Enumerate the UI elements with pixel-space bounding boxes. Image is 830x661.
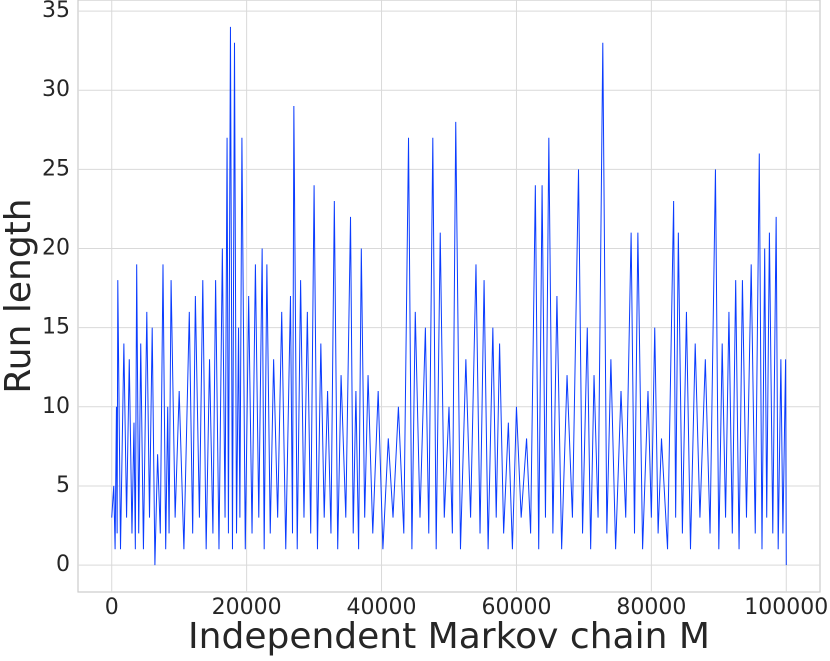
x-tick-label: 100000 [744,595,828,620]
y-tick-label: 15 [42,315,70,340]
y-tick-label: 0 [56,552,70,577]
plot-area [77,0,821,593]
y-tick-label: 25 [42,156,70,181]
y-tick-label: 5 [56,473,70,498]
x-tick-label: 40000 [347,595,417,620]
y-tick-label: 20 [42,236,70,261]
data-line [111,26,787,566]
y-tick-label: 30 [42,77,70,102]
x-tick-label: 0 [105,595,119,620]
x-axis-label: Independent Markov chain M [188,616,710,657]
y-tick-label: 10 [42,394,70,419]
y-axis-label: Run length [0,198,39,393]
x-tick-label: 80000 [616,595,686,620]
y-tick-label: 35 [42,0,70,23]
x-tick-label: 60000 [481,595,551,620]
x-tick-label: 20000 [212,595,282,620]
